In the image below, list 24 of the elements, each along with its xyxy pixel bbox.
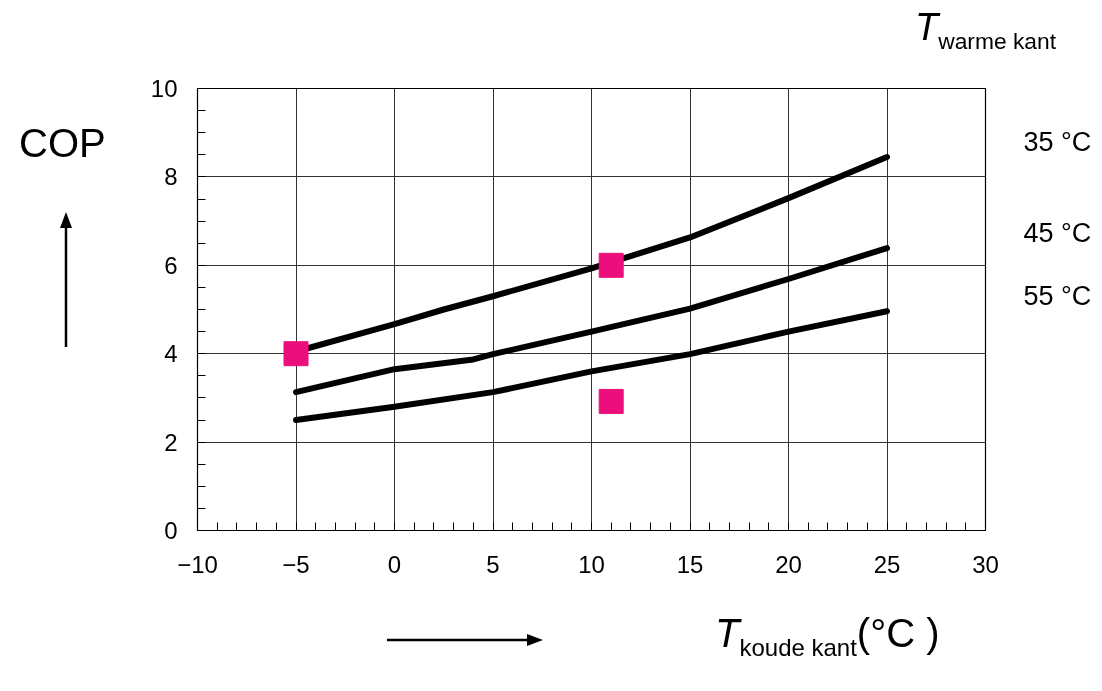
y-tick-label: 6 [164,251,178,279]
x-tick-label: 25 [873,550,901,578]
y-tick-label: 10 [150,75,178,102]
x-tick-label: −5 [282,550,310,578]
x-tick-label: 20 [775,550,802,578]
point [598,252,624,278]
point [283,341,309,367]
y-axis-title: COP [18,120,106,167]
x-tick-label: 30 [972,550,999,578]
x-tick-label: 0 [387,550,402,578]
y-tick-label: 4 [164,340,178,368]
legend-title: T$_{warme kant}$ [915,6,1057,54]
point [598,388,624,414]
x-tick-label: 10 [578,550,605,578]
text: 45 °C [1023,217,1092,248]
x-tick-label: 15 [676,550,704,578]
text: 55 °C [1023,280,1092,311]
x-tick-label: 5 [486,550,500,578]
text: 35 °C [1023,126,1092,157]
y-tick-label: 2 [164,428,178,456]
x-tick-label: −10 [177,550,218,578]
x-axis-title: T$_{koude kant}$(°C ) [715,610,940,663]
y-tick-label: 0 [164,517,178,544]
y-tick-label: 8 [164,163,178,191]
